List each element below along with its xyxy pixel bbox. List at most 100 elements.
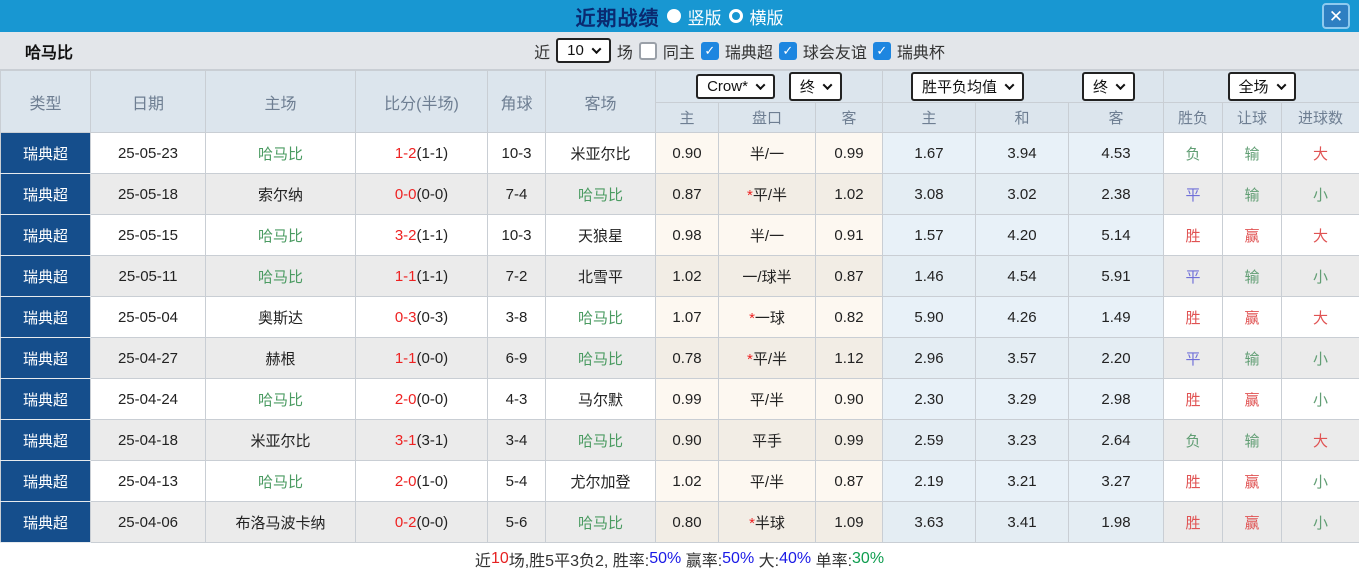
- away-team-cell: 天狼星: [545, 214, 656, 256]
- filter-group: 近 10 场 同主 ✓ 瑞典超 ✓ 球会友谊 ✓ 瑞典杯: [534, 38, 945, 63]
- col-header-score: 比分(半场): [355, 70, 488, 133]
- score-cell: 3-2(1-1): [355, 214, 488, 256]
- summary-segment: 场,胜5平3负2, 胜率:: [508, 552, 650, 570]
- result-cell: 胜: [1163, 296, 1224, 338]
- odds-stage-select[interactable]: 终: [788, 72, 842, 101]
- summary-segment: 10: [490, 549, 509, 567]
- same-venue-checkbox[interactable]: [638, 41, 657, 60]
- result-cell: 负: [1163, 132, 1224, 174]
- odds-home-cell: 0.99: [655, 378, 719, 420]
- summary-segment: 大:: [754, 552, 780, 570]
- team-name: 哈马比: [25, 45, 74, 62]
- check-icon: ✓: [704, 42, 716, 58]
- league-label-0: 瑞典超: [724, 44, 773, 62]
- avg-away-cell: 2.64: [1067, 419, 1165, 461]
- sub-header-avg-draw: 和: [975, 102, 1069, 133]
- avg-home-cell: 1.46: [882, 255, 976, 297]
- league-cell: 瑞典超: [0, 214, 91, 256]
- handicap-result-cell: 赢: [1222, 296, 1283, 338]
- score-cell: 0-3(0-3): [355, 296, 488, 338]
- avg-draw-cell: 4.54: [975, 255, 1069, 297]
- sub-header-odds-away: 客: [815, 102, 883, 133]
- corners-cell: 3-8: [487, 296, 546, 338]
- col-header-away: 客场: [545, 70, 656, 133]
- radio-horizontal-icon[interactable]: [728, 9, 743, 23]
- away-team-cell: 米亚尔比: [545, 132, 656, 174]
- result-cell: 平: [1163, 255, 1224, 297]
- radio-vertical-selected-icon[interactable]: [666, 9, 681, 23]
- score-cell: 2-0(0-0): [355, 378, 488, 420]
- avg-away-cell: 5.91: [1067, 255, 1165, 297]
- handicap-result-cell: 赢: [1222, 214, 1283, 256]
- result-cell: 胜: [1163, 460, 1224, 502]
- goals-cell: 小: [1281, 501, 1359, 543]
- league-cell: 瑞典超: [0, 296, 91, 338]
- date-cell: 25-05-11: [90, 255, 206, 297]
- away-team-cell: 马尔默: [545, 378, 656, 420]
- avg-draw-cell: 3.21: [975, 460, 1069, 502]
- chevron-down-icon: [591, 44, 602, 55]
- results-table: 类型 日期 主场 比分(半场) 角球 客场 Crow* 终: [0, 70, 1359, 543]
- odds-company-select[interactable]: Crow*: [696, 74, 775, 99]
- handicap-cell: 半/一: [718, 214, 816, 256]
- table-row: 瑞典超 25-04-13 哈马比 2-0(1-0) 5-4 尤尔加登 1.02 平/半 0.87…: [0, 460, 1359, 502]
- same-venue-label: 同主: [662, 44, 695, 62]
- result-cell: 平: [1163, 173, 1224, 215]
- check-icon: ✓: [782, 42, 794, 58]
- table-row: 瑞典超 25-04-06 布洛马波卡纳 0-2(0-0) 5-6 哈马比 0.80 *半球 1.…: [0, 501, 1359, 543]
- radio-vertical-label[interactable]: 竖版: [687, 8, 722, 28]
- odds-home-cell: 0.78: [655, 337, 719, 379]
- date-cell: 25-04-06: [90, 501, 206, 543]
- summary-segment: 赢率:: [681, 552, 723, 570]
- corners-cell: 7-2: [487, 255, 546, 297]
- chevron-down-icon: [1115, 80, 1126, 91]
- league-checkbox-0[interactable]: ✓: [700, 41, 719, 60]
- chevron-down-icon: [755, 80, 766, 91]
- summary-bar: 近 10 场,胜5平3负2, 胜率: 50% 赢率: 50% 大: 40% 单率: 30%: [0, 543, 1359, 573]
- league-cell: 瑞典超: [0, 460, 91, 502]
- home-team-cell: 哈马比: [205, 132, 356, 174]
- radio-horizontal-label[interactable]: 横版: [749, 8, 784, 28]
- odds-away-cell: 0.90: [815, 378, 883, 420]
- league-cell: 瑞典超: [0, 378, 91, 420]
- corners-cell: 4-3: [487, 378, 546, 420]
- chevron-down-icon: [1004, 80, 1015, 91]
- filter-bar: 哈马比 近 10 场 同主 ✓ 瑞典超 ✓ 球会友谊 ✓ 瑞典杯: [0, 32, 1359, 70]
- handicap-result-cell: 输: [1222, 255, 1283, 297]
- handicap-cell: *一球: [718, 296, 816, 338]
- table-row: 瑞典超 25-04-18 米亚尔比 3-1(3-1) 3-4 哈马比 0.90 平手 0.99 2…: [0, 419, 1359, 461]
- summary-segment: 30%: [852, 549, 885, 567]
- home-team-cell: 索尔纳: [205, 173, 356, 215]
- sub-header-goals: 进球数: [1281, 102, 1359, 133]
- away-team-cell: 哈马比: [545, 501, 656, 543]
- odds-home-cell: 1.02: [655, 460, 719, 502]
- goals-cell: 小: [1281, 173, 1359, 215]
- avg-away-cell: 1.49: [1067, 296, 1165, 338]
- odds-away-cell: 0.99: [815, 419, 883, 461]
- league-cell: 瑞典超: [0, 419, 91, 461]
- scope-select[interactable]: 全场: [1227, 72, 1296, 101]
- home-team-cell: 赫根: [205, 337, 356, 379]
- odds-home-cell: 0.98: [655, 214, 719, 256]
- date-cell: 25-05-15: [90, 214, 206, 256]
- avg-select[interactable]: 胜平负均值: [911, 72, 1025, 101]
- odds-away-cell: 0.82: [815, 296, 883, 338]
- date-cell: 25-04-18: [90, 419, 206, 461]
- avg-away-cell: 3.27: [1067, 460, 1165, 502]
- match-count-select[interactable]: 10: [556, 38, 611, 63]
- handicap-cell: 半/一: [718, 132, 816, 174]
- league-checkbox-1[interactable]: ✓: [778, 41, 797, 60]
- summary-segment: 40%: [779, 549, 812, 567]
- sub-header-avg-home: 主: [882, 102, 976, 133]
- home-team-cell: 哈马比: [205, 460, 356, 502]
- avg-away-cell: 2.20: [1067, 337, 1165, 379]
- col-header-home: 主场: [205, 70, 356, 133]
- league-checkbox-2[interactable]: ✓: [872, 41, 891, 60]
- table-row: 瑞典超 25-04-24 哈马比 2-0(0-0) 4-3 马尔默 0.99 平/半 0.90 2…: [0, 378, 1359, 420]
- avg-stage-select[interactable]: 终: [1082, 72, 1136, 101]
- odds-home-cell: 0.80: [655, 501, 719, 543]
- odds-away-cell: 0.91: [815, 214, 883, 256]
- close-button[interactable]: ✕: [1322, 3, 1350, 29]
- avg-home-cell: 1.57: [882, 214, 976, 256]
- close-icon: ✕: [1328, 6, 1344, 26]
